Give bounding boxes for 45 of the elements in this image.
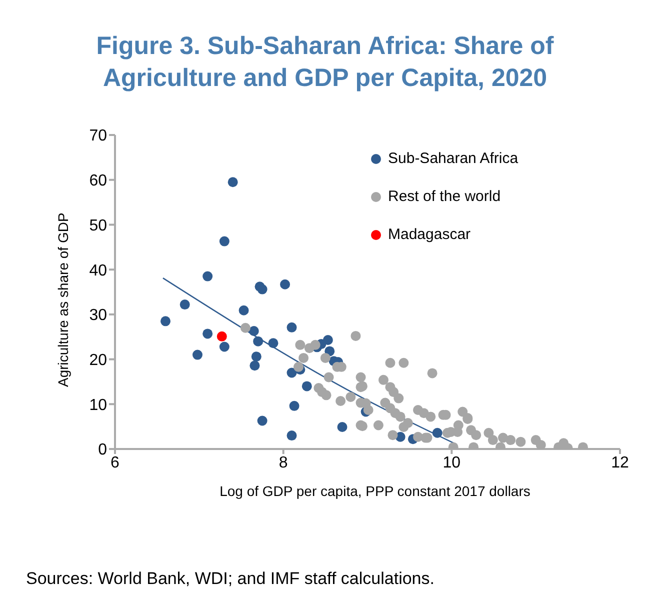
point: [286, 322, 297, 332]
y-tick-label: 50: [89, 217, 108, 234]
source-note: Sources: World Bank, WDI; and IMF staff calculations.: [25, 569, 436, 589]
chart-title: Figure 3. Sub-Saharan Africa: Share of Agriculture and GDP per Capita, 2020: [95, 31, 555, 94]
point: [250, 360, 260, 371]
legend-label: Madagascar: [388, 225, 471, 245]
y-tick-label: 40: [89, 262, 108, 280]
legend-label: Rest of the world: [388, 187, 501, 207]
point: [432, 428, 442, 438]
point: [238, 305, 249, 316]
point: [257, 416, 268, 426]
point: [219, 236, 230, 246]
y-axis-title: Agriculture as share of GDP: [54, 212, 71, 387]
y-tick-label: 70: [89, 128, 108, 145]
point: [268, 338, 278, 348]
point: [289, 400, 300, 411]
point: [253, 336, 264, 346]
y-tick-label: 20: [89, 352, 108, 369]
y-tick-label: 10: [89, 396, 108, 414]
point: [219, 342, 230, 352]
legend-label: Sub-Saharan Africa: [388, 149, 518, 169]
point: [322, 334, 333, 345]
x-tick-label: 6: [110, 454, 120, 472]
x-tick-label: 10: [442, 454, 461, 472]
point: [202, 328, 213, 339]
x-tick-label: 12: [611, 454, 629, 472]
point: [180, 300, 190, 310]
point: [286, 368, 297, 378]
point: [286, 430, 297, 441]
point: [216, 331, 227, 342]
x-axis-title: Log of GDP per capita, PPP constant 2017 dollars: [218, 483, 532, 499]
y-tick-label: 30: [89, 307, 108, 324]
x-tick-label: 8: [278, 454, 288, 472]
point: [251, 352, 262, 362]
point: [302, 381, 312, 392]
y-tick-label: 60: [89, 172, 108, 190]
y-tick-label: 0: [98, 442, 108, 459]
point: [160, 316, 170, 326]
point: [202, 271, 213, 282]
point: [192, 350, 202, 360]
point: [248, 326, 259, 336]
point: [337, 422, 348, 432]
point: [257, 284, 268, 294]
point: [228, 177, 238, 188]
point: [280, 279, 290, 290]
